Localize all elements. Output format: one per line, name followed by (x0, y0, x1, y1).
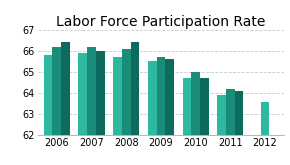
Bar (79, 53, 87, 135)
Bar (122, 49, 130, 135)
Bar (157, 57, 165, 135)
Bar (226, 89, 235, 135)
Bar (200, 78, 209, 135)
Bar (130, 42, 139, 135)
Bar (52, 47, 61, 135)
Bar (235, 91, 243, 135)
Bar (148, 61, 157, 135)
Bar (96, 51, 104, 135)
Bar (218, 95, 226, 135)
Bar (183, 78, 191, 135)
Title: Labor Force Participation Rate: Labor Force Participation Rate (56, 15, 266, 29)
Bar (87, 47, 96, 135)
Bar (191, 72, 200, 135)
Bar (113, 57, 122, 135)
Bar (261, 101, 269, 135)
Bar (165, 59, 174, 135)
Bar (61, 42, 70, 135)
Bar (44, 55, 52, 135)
